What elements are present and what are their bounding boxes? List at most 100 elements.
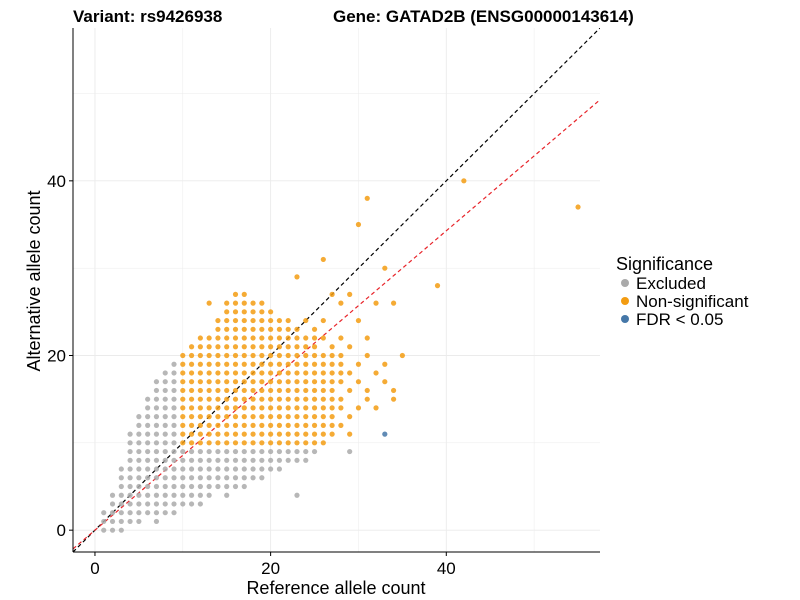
data-point [171,387,177,394]
data-point [118,527,124,533]
data-point [364,396,370,402]
data-point [250,300,256,306]
data-point [232,405,239,411]
data-point [320,414,326,420]
data-point [153,457,160,463]
data-point [224,379,230,385]
data-point [215,475,221,481]
data-point [136,510,142,516]
data-point [180,379,186,385]
data-point [382,379,388,385]
data-point [145,414,151,420]
data-point [259,396,265,402]
data-point [311,335,318,341]
data-point [276,352,283,359]
data-point [145,501,151,507]
data-point [294,457,300,463]
data-point [127,518,133,525]
data-point [259,361,265,367]
data-point [109,510,116,516]
data-point [364,195,370,201]
data-point [188,396,195,402]
data-point [127,466,133,472]
data-point [232,483,239,490]
data-point [180,361,186,367]
data-point [241,300,247,306]
data-point [285,440,291,446]
reference-lines [73,28,600,552]
data-point [329,422,335,428]
data-point [224,431,230,437]
data-point [136,483,142,490]
data-point [188,483,195,490]
data-point [347,370,353,376]
data-point [347,387,353,394]
data-point [250,448,256,455]
data-point [171,405,177,411]
data-point [259,440,265,446]
x-axis-ticks: 0 20 40 [90,552,456,578]
data-point [171,483,177,490]
data-point [232,440,239,446]
data-point [338,422,344,428]
data-point [127,431,133,437]
data-point [197,387,203,394]
data-point [162,492,168,498]
data-point [206,448,212,455]
data-point [232,422,239,428]
data-point [145,492,151,498]
data-point [136,448,142,455]
data-point [162,370,168,376]
data-point [285,431,291,437]
data-point [373,405,379,411]
data-point [206,335,212,341]
data-point [241,483,247,490]
data-point [347,448,353,455]
data-point [197,396,203,402]
legend-entry: FDR < 0.05 [621,310,723,329]
data-point [171,457,177,463]
chart-title-left: Variant: rs9426938 [73,7,222,26]
data-point [206,396,212,402]
data-point [268,414,274,420]
data-point [171,510,177,516]
data-point [241,379,247,385]
x-tick-label: 0 [90,559,99,578]
data-point [215,448,221,455]
data-point [215,440,221,446]
data-point [206,457,212,463]
data-point [268,440,274,446]
data-point [294,414,300,420]
data-point [329,396,335,402]
chart-title-right: Gene: GATAD2B (ENSG00000143614) [333,7,634,26]
data-point [206,466,212,472]
data-point [241,309,247,315]
data-point [285,457,291,463]
data-point [259,309,265,315]
data-point [355,317,362,324]
data-point [232,475,239,481]
data-point [188,440,195,446]
data-point [206,344,212,350]
data-point [224,440,230,446]
grid-lines [73,28,600,552]
data-point [136,466,142,472]
data-point [162,379,168,385]
data-point [215,431,221,437]
data-point [241,317,247,324]
data-point [241,448,247,455]
data-point [268,457,274,463]
data-point [268,370,274,376]
data-point [224,352,230,359]
data-point [382,361,388,367]
legend-swatch [621,297,629,305]
data-point [136,422,142,428]
data-point [329,352,335,359]
y-tick-label: 20 [47,347,66,366]
series-non-significant [180,178,581,446]
data-point [268,387,274,394]
data-point [188,379,195,385]
data-point [180,422,186,428]
data-point [259,317,265,324]
data-point [347,431,353,437]
